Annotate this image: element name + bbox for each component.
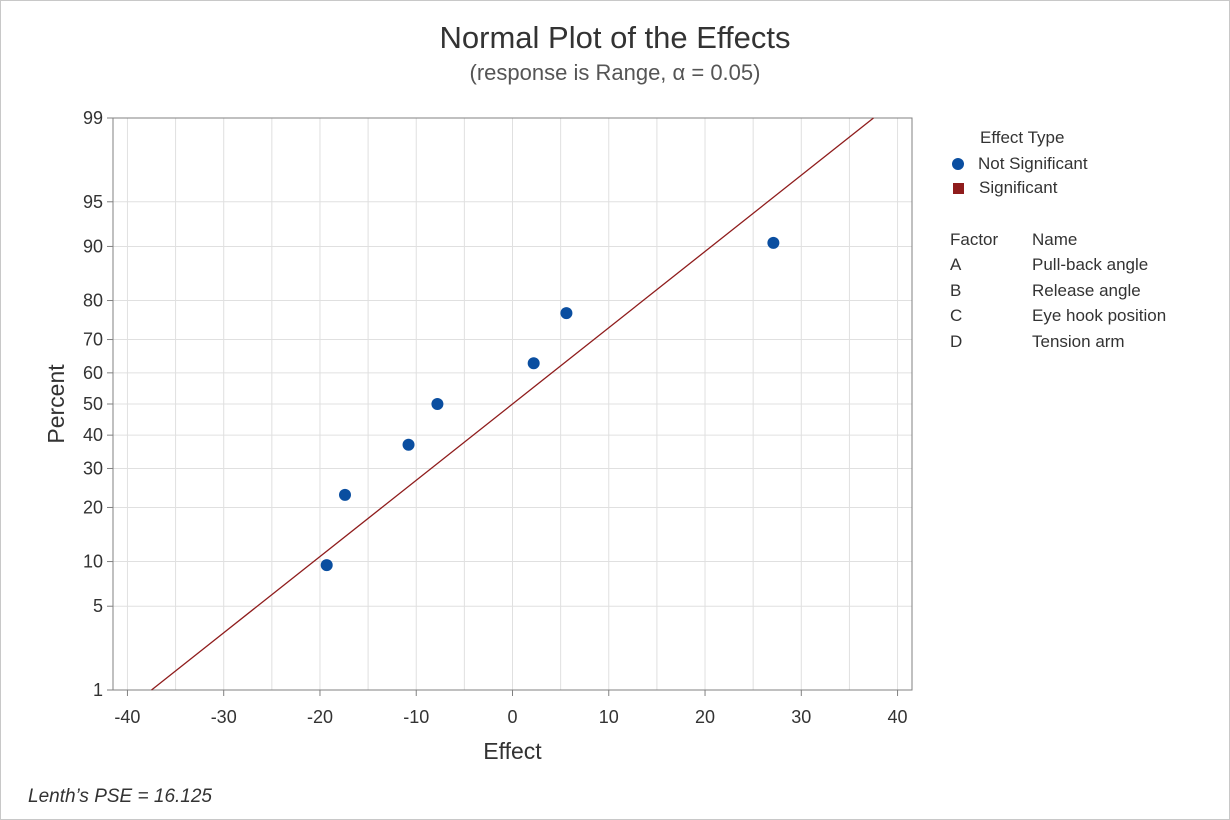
- data-point: [338, 488, 351, 501]
- y-tick-label: 99: [83, 108, 103, 128]
- y-tick-label: 1: [93, 680, 103, 700]
- factor-code: B: [950, 280, 962, 300]
- name-header: Name: [1032, 229, 1078, 249]
- factor-name: Tension arm: [1032, 331, 1125, 351]
- x-tick-label: 30: [791, 707, 811, 727]
- chart-subtitle: (response is Range, α = 0.05): [469, 60, 761, 85]
- data-point: [527, 357, 540, 370]
- factor-table: Factor Name A Pull-back angle B Release …: [950, 227, 1166, 355]
- lenth-pse-note: Lenth’s PSE = 16.125: [28, 786, 212, 807]
- legend-label: Significant: [979, 178, 1058, 197]
- y-tick-label: 80: [83, 291, 103, 311]
- y-tick-label: 40: [83, 425, 103, 445]
- x-tick-label: 20: [695, 707, 715, 727]
- data-point: [320, 559, 333, 572]
- x-tick-label: -30: [211, 707, 237, 727]
- factor-code: D: [950, 331, 963, 351]
- legend-label: Not Significant: [978, 154, 1088, 173]
- data-point: [402, 438, 415, 451]
- y-tick-label: 20: [83, 497, 103, 517]
- y-tick-label: 50: [83, 394, 103, 414]
- factor-name: Pull-back angle: [1032, 255, 1149, 275]
- factor-code: C: [950, 306, 963, 326]
- y-tick-label: 60: [83, 363, 103, 383]
- x-tick-label: 0: [507, 707, 517, 727]
- data-point: [560, 307, 573, 320]
- y-tick-label: 95: [83, 192, 103, 212]
- y-axis-label: Percent: [43, 364, 69, 444]
- chart-title: Normal Plot of the Effects: [439, 20, 791, 55]
- x-tick-label: 10: [599, 707, 619, 727]
- factor-row: A Pull-back angle: [950, 253, 1166, 279]
- y-tick-label: 30: [83, 458, 103, 478]
- data-point: [431, 398, 444, 410]
- legend-title: Effect Type: [980, 128, 1065, 147]
- y-tick-label: 70: [83, 330, 103, 350]
- factor-row: D Tension arm: [950, 329, 1166, 355]
- x-tick-label: -40: [114, 707, 140, 727]
- y-tick-label: 10: [83, 552, 103, 572]
- factor-name: Eye hook position: [1032, 306, 1167, 326]
- legend-circle-marker: [952, 158, 964, 170]
- factor-code: A: [950, 255, 962, 275]
- factor-row: C Eye hook position: [950, 304, 1166, 330]
- factor-row: B Release angle: [950, 278, 1166, 304]
- factor-table-header: Factor Name: [950, 227, 1166, 253]
- x-axis-label: Effect: [483, 738, 542, 764]
- data-point: [767, 236, 780, 249]
- legend: Effect Type Not Significant Significant: [952, 128, 1088, 200]
- factor-header: Factor: [950, 229, 999, 249]
- x-tick-label: -20: [307, 707, 333, 727]
- y-tick-label: 5: [93, 596, 103, 616]
- legend-item-not-significant: Not Significant: [952, 152, 1088, 176]
- y-tick-label: 90: [83, 236, 103, 256]
- x-tick-label: 40: [888, 707, 908, 727]
- legend-square-marker: [953, 182, 964, 194]
- x-tick-label: -10: [403, 707, 429, 727]
- factor-name: Release angle: [1032, 280, 1141, 300]
- reference-line: [151, 117, 874, 691]
- legend-item-significant: Significant: [952, 176, 1088, 200]
